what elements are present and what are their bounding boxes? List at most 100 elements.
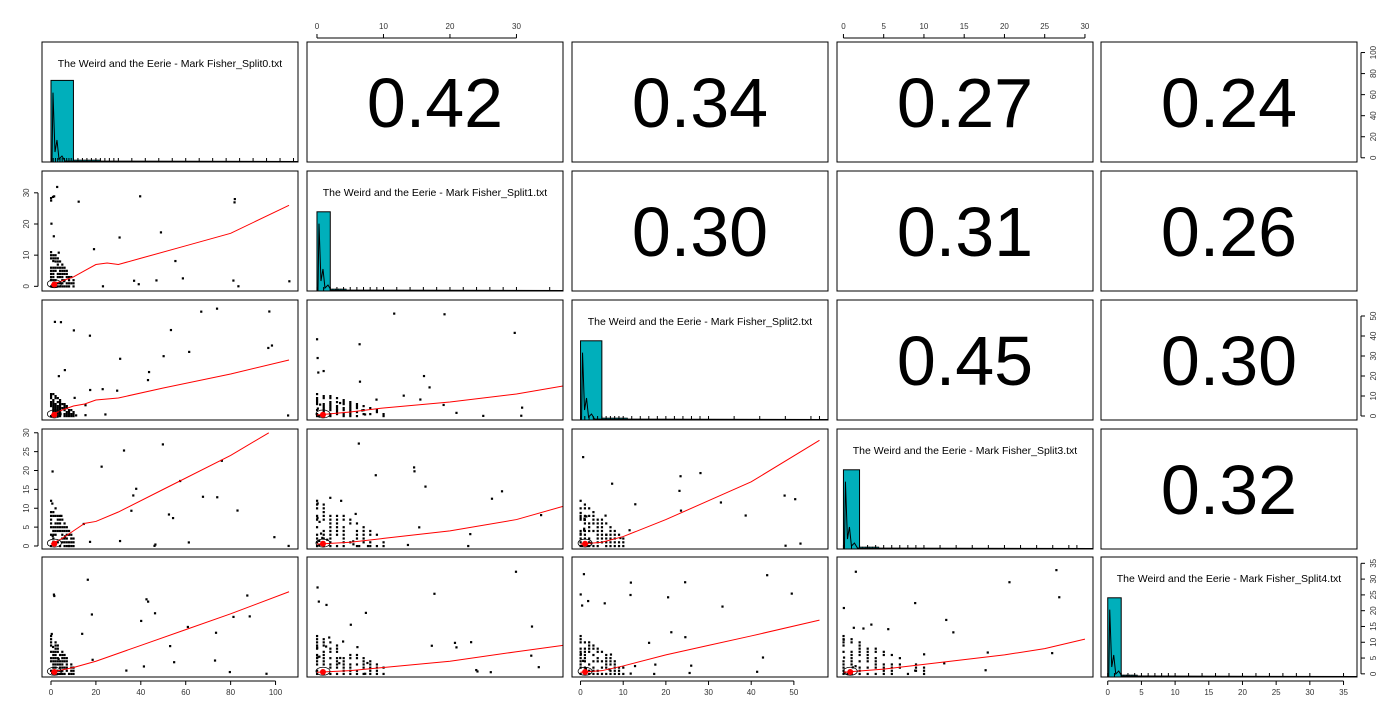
data-point	[70, 409, 73, 412]
data-point	[56, 672, 59, 676]
variable-label: The Weird and the Eerie - Mark Fisher_Sp…	[588, 316, 813, 328]
data-point	[490, 497, 494, 500]
data-point	[600, 533, 604, 536]
panel-content	[842, 569, 1086, 676]
tick-label: 0	[22, 284, 31, 289]
data-point	[412, 466, 416, 469]
data-point	[579, 634, 582, 638]
confidence-ellipse	[46, 538, 62, 548]
data-point	[406, 543, 410, 547]
data-point	[169, 328, 173, 332]
data-point	[54, 650, 57, 653]
data-point	[592, 514, 595, 517]
data-point	[362, 660, 365, 663]
data-point	[874, 663, 877, 666]
panel-content	[46, 185, 291, 289]
loess-line	[580, 439, 820, 545]
data-point	[866, 647, 869, 650]
data-point	[58, 275, 62, 279]
data-point	[169, 644, 172, 648]
data-point	[54, 657, 57, 660]
data-point	[349, 522, 352, 525]
data-point	[63, 526, 66, 529]
data-point	[579, 647, 582, 650]
data-point	[56, 257, 59, 260]
data-point	[61, 653, 64, 657]
data-point	[268, 310, 271, 313]
tick-label: 30	[704, 688, 713, 697]
data-point	[530, 625, 534, 628]
data-point	[349, 672, 352, 676]
tick-label: 0	[1369, 155, 1378, 160]
tick-label: 30	[22, 188, 31, 197]
data-point	[52, 407, 55, 410]
data-point	[58, 514, 62, 517]
data-point	[342, 413, 345, 416]
panel-content	[46, 578, 290, 676]
data-point	[579, 517, 582, 520]
data-point	[596, 650, 599, 653]
data-point	[49, 638, 53, 641]
data-point	[342, 407, 345, 410]
confidence-ellipse	[46, 666, 62, 676]
data-point	[349, 623, 352, 626]
data-point	[63, 403, 66, 406]
data-point	[393, 312, 396, 315]
data-point	[850, 641, 853, 644]
data-point	[842, 634, 845, 638]
data-point	[267, 346, 270, 350]
data-point	[63, 541, 66, 544]
data-point	[58, 544, 62, 548]
data-point	[248, 615, 251, 618]
scatter-panel	[571, 556, 829, 678]
data-point	[54, 254, 57, 257]
data-point	[600, 537, 604, 540]
data-point	[329, 405, 332, 408]
data-point	[161, 443, 164, 446]
data-point	[355, 653, 359, 657]
data-point	[592, 666, 595, 669]
tick-label: 20	[22, 466, 31, 475]
data-point	[49, 196, 53, 200]
data-point	[850, 638, 853, 641]
data-point	[579, 511, 582, 515]
data-point	[1008, 581, 1011, 584]
data-point	[54, 507, 57, 510]
tick-label: 30	[1080, 22, 1089, 31]
data-point	[596, 537, 599, 540]
loess-line	[316, 505, 563, 545]
data-point	[609, 537, 612, 540]
data-point	[329, 518, 332, 521]
data-point	[61, 657, 64, 660]
data-point	[140, 619, 143, 623]
confidence-ellipse	[46, 409, 62, 419]
loess-line	[50, 359, 290, 416]
data-point	[52, 275, 55, 279]
data-point	[842, 644, 845, 647]
data-point	[315, 638, 319, 641]
correlation-value: 0.30	[632, 193, 768, 271]
data-point	[579, 499, 582, 502]
tick-label: 20	[91, 688, 100, 697]
data-point	[49, 669, 53, 672]
data-point	[355, 663, 359, 666]
tick-label: 20	[1369, 371, 1378, 380]
data-point	[629, 672, 632, 675]
panel-content	[315, 570, 563, 676]
data-point	[583, 537, 586, 540]
data-point	[63, 672, 66, 676]
data-point	[61, 407, 64, 410]
data-point	[67, 279, 71, 282]
tick-label: 30	[512, 22, 521, 31]
data-point	[369, 669, 372, 672]
data-point	[375, 411, 379, 414]
data-point	[70, 415, 73, 418]
data-point	[322, 397, 325, 400]
data-point	[605, 653, 608, 657]
data-point	[418, 526, 421, 529]
data-point	[622, 537, 625, 540]
data-point	[49, 641, 53, 644]
data-point	[325, 603, 328, 607]
data-point	[453, 641, 457, 644]
data-point	[315, 403, 319, 406]
